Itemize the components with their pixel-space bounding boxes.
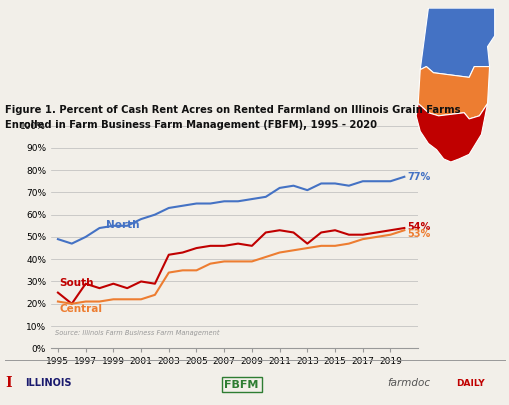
Text: Enrolled in Farm Business Farm Management (FBFM), 1995 - 2020: Enrolled in Farm Business Farm Managemen…: [5, 119, 376, 130]
Polygon shape: [415, 104, 487, 162]
Text: 54%: 54%: [406, 222, 430, 232]
Text: Figure 1. Percent of Cash Rent Acres on Rented Farmland on Illinois Grain Farms: Figure 1. Percent of Cash Rent Acres on …: [5, 105, 460, 115]
Text: FBFM: FBFM: [224, 379, 258, 390]
Polygon shape: [417, 66, 489, 119]
Text: Source: Illinois Farm Business Farm Management: Source: Illinois Farm Business Farm Mana…: [54, 330, 219, 336]
Text: DAILY: DAILY: [456, 379, 484, 388]
Text: 77%: 77%: [406, 172, 430, 182]
Text: North: North: [106, 220, 139, 230]
Text: Central: Central: [59, 303, 102, 313]
Polygon shape: [419, 8, 494, 77]
Text: 53%: 53%: [406, 228, 430, 239]
Text: I: I: [5, 376, 12, 390]
Text: South: South: [59, 278, 94, 288]
Text: farmdoc: farmdoc: [387, 377, 430, 388]
Text: ILLINOIS: ILLINOIS: [25, 377, 72, 388]
